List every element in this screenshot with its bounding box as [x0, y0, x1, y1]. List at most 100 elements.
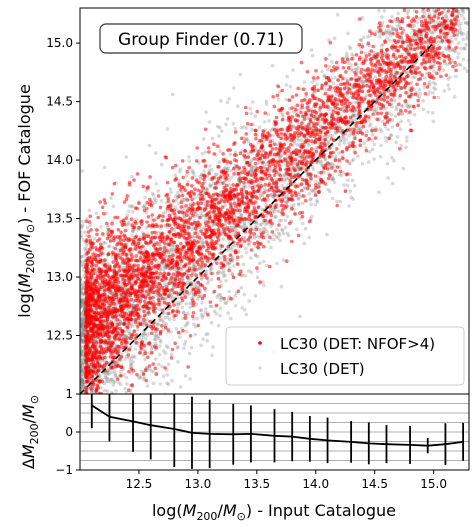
scatter-point-gray	[244, 184, 248, 189]
scatter-point-red	[397, 147, 402, 151]
scatter-point-gray	[459, 46, 463, 51]
scatter-point-gray	[261, 259, 266, 264]
scatter-point-gray	[457, 41, 461, 45]
scatter-point-gray	[162, 311, 166, 316]
scatter-point-gray	[169, 190, 173, 195]
scatter-point-gray	[406, 118, 411, 123]
scatter-point-gray	[269, 224, 273, 229]
scatter-point-gray	[247, 241, 251, 246]
scatter-point-gray	[431, 0, 435, 4]
scatter-point-gray	[80, 348, 83, 352]
scatter-point-red	[193, 231, 198, 236]
scatter-point-gray	[143, 331, 147, 336]
scatter-point-red	[129, 217, 134, 221]
scatter-point-gray	[150, 191, 155, 196]
scatter-point-gray	[413, 75, 417, 79]
scatter-point-gray	[377, 0, 381, 4]
scatter-point-gray	[130, 204, 135, 208]
scatter-point-gray	[124, 390, 129, 394]
scatter-point-red	[412, 104, 416, 109]
scatter-point-gray	[80, 368, 84, 373]
scatter-point-gray	[328, 53, 332, 57]
scatter-point-gray	[115, 360, 119, 364]
scatter-point-gray	[450, 48, 455, 52]
scatter-point-gray	[180, 268, 184, 272]
scatter-point-red	[367, 136, 372, 141]
scatter-point-gray	[326, 141, 331, 146]
scatter-point-gray	[247, 269, 251, 273]
scatter-point-red	[185, 290, 189, 294]
scatter-point-red	[175, 244, 180, 248]
scatter-point-gray	[99, 386, 103, 390]
scatter-point-gray	[433, 82, 438, 87]
scatter-point-gray	[81, 384, 85, 389]
scatter-point-gray	[370, 132, 375, 137]
scatter-point-gray	[209, 277, 214, 282]
scatter-point-gray	[315, 198, 319, 203]
scatter-point-gray	[130, 324, 135, 328]
scatter-point-gray	[210, 136, 215, 141]
scatter-point-gray	[106, 368, 110, 373]
scatter-point-gray	[157, 352, 162, 357]
scatter-point-gray	[110, 377, 115, 382]
scatter-point-gray	[113, 372, 118, 377]
scatter-point-gray	[313, 189, 318, 193]
scatter-point-gray	[279, 284, 284, 289]
scatter-point-gray	[460, 8, 465, 13]
scatter-point-gray	[266, 198, 271, 202]
scatter-point-gray	[465, 33, 469, 38]
scatter-point-gray	[80, 381, 83, 386]
scatter-point-gray	[466, 3, 470, 7]
scatter-point-red	[94, 246, 98, 250]
scatter-point-gray	[283, 179, 287, 183]
scatter-point-red	[142, 309, 146, 314]
scatter-point-gray	[165, 315, 170, 320]
scatter-point-gray	[444, 47, 449, 52]
scatter-point-gray	[153, 341, 158, 346]
scatter-point-gray	[233, 214, 237, 219]
scatter-point-gray	[216, 323, 221, 328]
scatter-point-gray	[420, 9, 425, 13]
scatter-point-gray	[247, 299, 251, 303]
scatter-point-gray	[283, 225, 288, 230]
scatter-point-gray	[248, 106, 253, 111]
scatter-point-gray	[188, 305, 192, 310]
scatter-point-red	[383, 39, 387, 43]
scatter-point-gray	[264, 102, 269, 107]
scatter-point-gray	[284, 97, 288, 102]
scatter-point-gray	[250, 127, 254, 132]
scatter-point-gray	[447, 48, 452, 53]
scatter-point-gray	[431, 91, 435, 95]
scatter-point-red	[150, 331, 154, 336]
scatter-point-gray	[221, 271, 226, 276]
scatter-point-red	[391, 31, 396, 36]
scatter-point-gray	[262, 283, 266, 288]
scatter-point-gray	[266, 240, 271, 244]
scatter-point-gray	[130, 174, 134, 179]
scatter-point-gray	[80, 304, 83, 309]
scatter-point-gray	[226, 248, 230, 252]
scatter-point-gray	[259, 222, 264, 227]
scatter-point-gray	[385, 36, 390, 40]
scatter-point-red	[189, 273, 194, 278]
scatter-point-gray	[218, 125, 222, 130]
scatter-point-gray	[127, 329, 131, 334]
scatter-point-gray	[411, 75, 415, 80]
scatter-point-gray	[307, 143, 311, 148]
scatter-point-red	[364, 54, 369, 58]
scatter-point-red	[134, 254, 138, 258]
scatter-point-gray	[81, 324, 85, 328]
scatter-point-gray	[174, 198, 179, 202]
scatter-point-gray	[372, 142, 377, 147]
scatter-point-gray	[80, 364, 83, 368]
scatter-point-gray	[300, 221, 305, 226]
scatter-point-gray	[263, 187, 267, 191]
scatter-point-gray	[80, 300, 83, 305]
scatter-point-red	[347, 87, 352, 91]
scatter-point-gray	[80, 304, 83, 309]
scatter-point-gray	[412, 112, 417, 117]
scatter-point-gray	[211, 345, 215, 349]
scatter-point-gray	[144, 226, 148, 230]
scatter-point-gray	[246, 139, 251, 144]
